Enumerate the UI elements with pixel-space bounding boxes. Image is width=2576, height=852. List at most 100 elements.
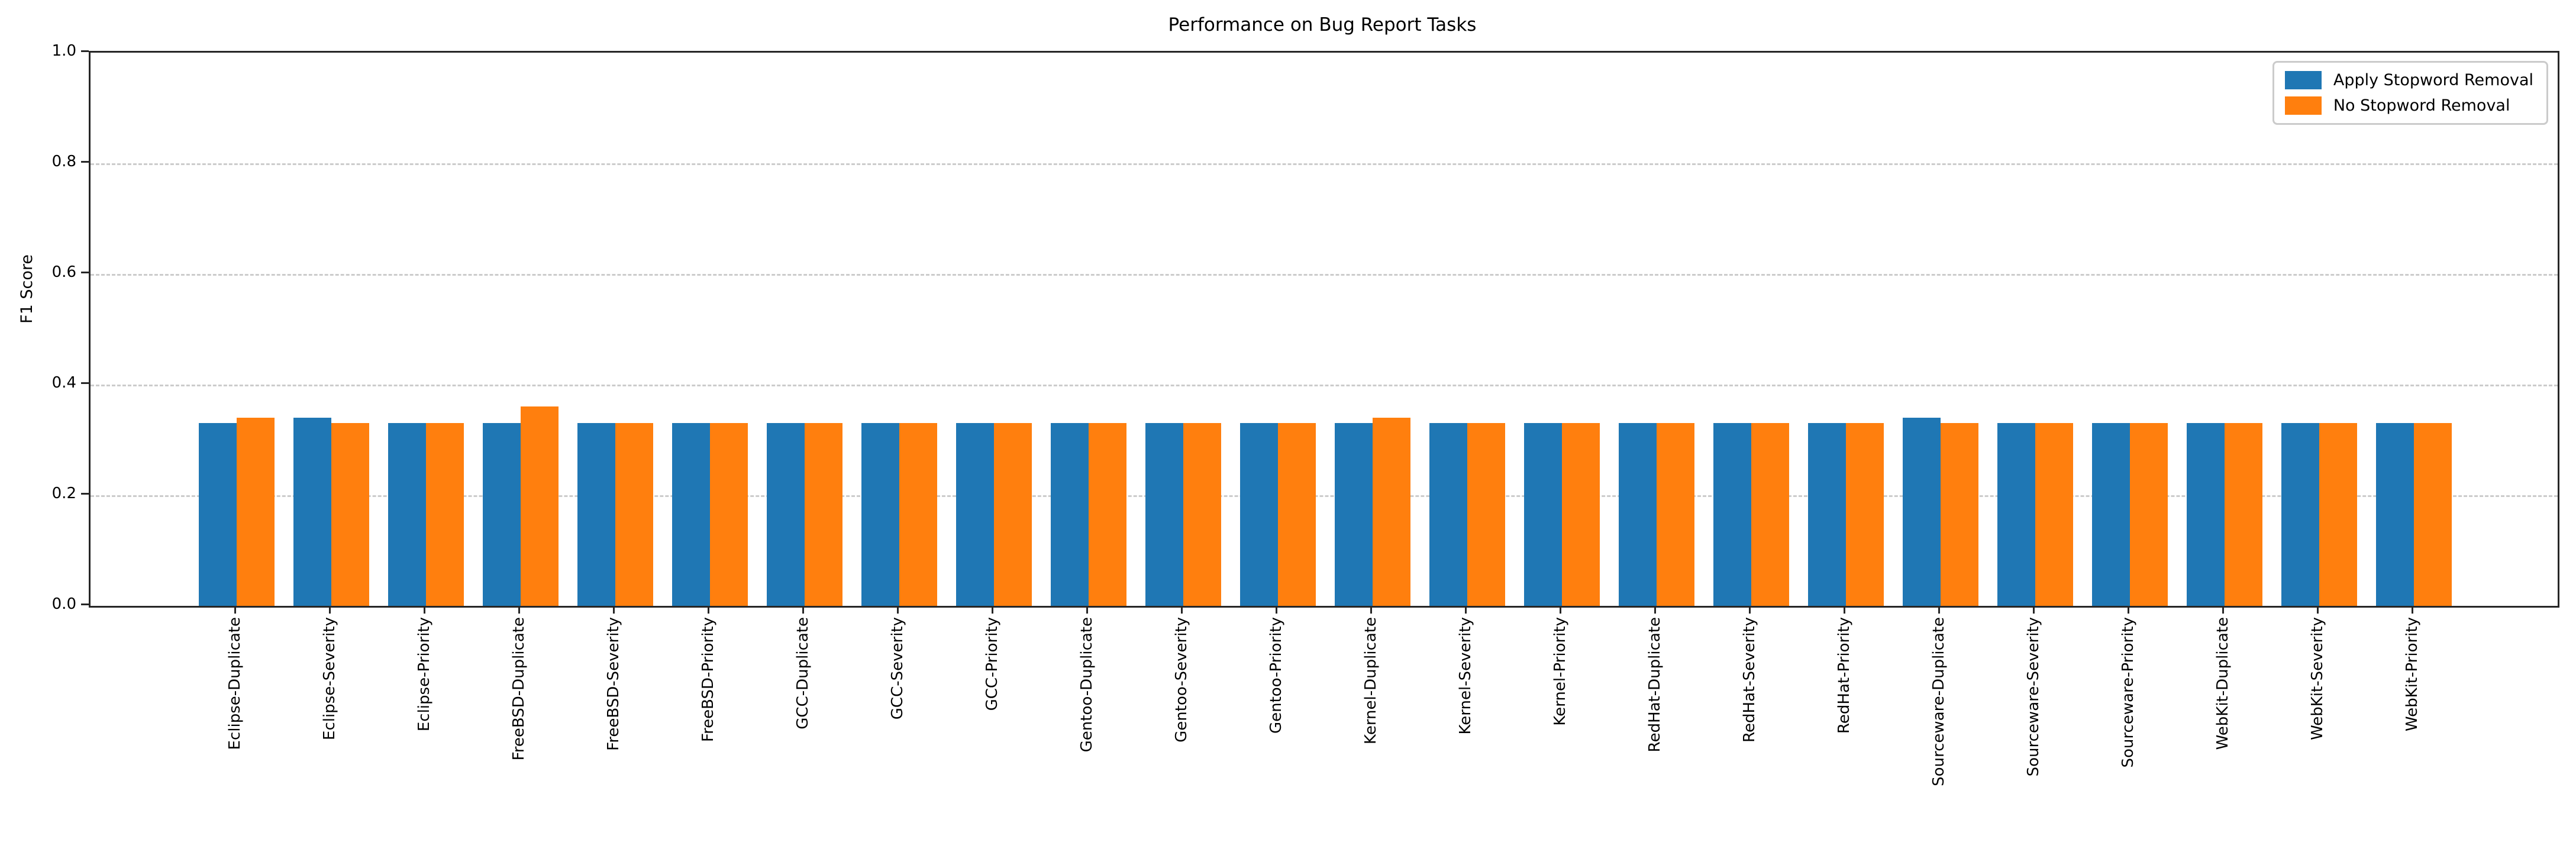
- x-tick-mark: [2412, 606, 2413, 614]
- bar: [426, 423, 464, 606]
- x-tick-label: GCC-Severity: [889, 617, 906, 720]
- x-tick-mark: [424, 606, 425, 614]
- bar: [805, 423, 842, 606]
- bar: [994, 423, 1032, 606]
- y-tick-label: 0.2: [51, 485, 76, 502]
- gridline: [91, 163, 2558, 165]
- x-tick-mark: [708, 606, 709, 614]
- x-tick-mark: [1844, 606, 1845, 614]
- bar: [1089, 423, 1126, 606]
- bar: [1335, 423, 1373, 606]
- bar: [861, 423, 899, 606]
- x-tick-mark: [1181, 606, 1183, 614]
- x-tick-mark: [897, 606, 899, 614]
- x-tick-label: RedHat-Priority: [1835, 617, 1853, 734]
- bar: [2281, 423, 2319, 606]
- bar: [1524, 423, 1562, 606]
- x-tick-mark: [1654, 606, 1656, 614]
- x-tick-label: Sourceware-Duplicate: [1930, 617, 1948, 786]
- x-tick-mark: [1938, 606, 1940, 614]
- y-tick-label: 1.0: [51, 42, 76, 60]
- bar: [1051, 423, 1089, 606]
- bar: [1240, 423, 1278, 606]
- bar: [1373, 418, 1410, 606]
- y-tick-label: 0.6: [51, 263, 76, 281]
- x-tick-label: Gentoo-Priority: [1267, 617, 1285, 734]
- bar: [1808, 423, 1846, 606]
- bar: [2130, 423, 2168, 606]
- bar: [956, 423, 994, 606]
- x-tick-label: Gentoo-Severity: [1173, 617, 1190, 743]
- bar: [2035, 423, 2073, 606]
- x-tick-label: WebKit-Priority: [2403, 617, 2421, 732]
- x-tick-mark: [329, 606, 331, 614]
- x-tick-mark: [613, 606, 615, 614]
- bar: [483, 423, 521, 606]
- bar: [293, 418, 331, 606]
- y-tick-mark: [81, 272, 89, 273]
- x-tick-mark: [2222, 606, 2224, 614]
- x-tick-label: WebKit-Severity: [2309, 617, 2326, 740]
- x-tick-mark: [518, 606, 520, 614]
- legend-label-no-stopword-removal: No Stopword Removal: [2333, 96, 2510, 115]
- x-tick-mark: [234, 606, 236, 614]
- bar: [2092, 423, 2130, 606]
- bar: [577, 423, 615, 606]
- bar: [1145, 423, 1183, 606]
- x-tick-mark: [1276, 606, 1277, 614]
- x-tick-label: Gentoo-Duplicate: [1078, 617, 1096, 753]
- x-tick-mark: [1465, 606, 1467, 614]
- bar: [2187, 423, 2225, 606]
- plot-area: Apply Stopword Removal No Stopword Remov…: [89, 51, 2559, 608]
- x-tick-label: FreeBSD-Priority: [699, 617, 717, 742]
- x-tick-mark: [992, 606, 993, 614]
- x-tick-mark: [1370, 606, 1372, 614]
- x-tick-label: Eclipse-Severity: [321, 617, 338, 740]
- gridline: [91, 495, 2558, 497]
- x-tick-mark: [1749, 606, 1751, 614]
- bar: [1278, 423, 1316, 606]
- x-tick-mark: [1086, 606, 1088, 614]
- y-tick-mark: [81, 382, 89, 384]
- legend: Apply Stopword Removal No Stopword Remov…: [2272, 61, 2548, 125]
- x-tick-label: Sourceware-Priority: [2119, 617, 2137, 768]
- bar: [388, 423, 426, 606]
- y-tick-mark: [81, 604, 89, 605]
- y-tick-mark: [81, 161, 89, 163]
- legend-item-no-stopword-removal: No Stopword Removal: [2284, 96, 2533, 115]
- bar: [2414, 423, 2452, 606]
- bar: [899, 423, 937, 606]
- bar: [2376, 423, 2414, 606]
- bar: [1657, 423, 1694, 606]
- bar: [1619, 423, 1657, 606]
- legend-label-apply-stopword-removal: Apply Stopword Removal: [2333, 71, 2533, 89]
- bar: [1941, 423, 1978, 606]
- bar: [2319, 423, 2357, 606]
- x-tick-mark: [1560, 606, 1561, 614]
- bar: [521, 406, 559, 606]
- x-tick-label: FreeBSD-Duplicate: [510, 617, 528, 761]
- x-tick-label: WebKit-Duplicate: [2214, 617, 2232, 750]
- y-tick-label: 0.0: [51, 595, 76, 613]
- x-tick-mark: [2128, 606, 2129, 614]
- bar: [1903, 418, 1941, 606]
- x-tick-label: RedHat-Duplicate: [1646, 617, 1664, 753]
- x-tick-label: Kernel-Priority: [1551, 617, 1569, 726]
- bar: [672, 423, 710, 606]
- bar: [615, 423, 653, 606]
- bar: [767, 423, 805, 606]
- bar: [1713, 423, 1751, 606]
- gridline: [91, 274, 2558, 276]
- bar: [1183, 423, 1221, 606]
- bar: [710, 423, 748, 606]
- bar: [1846, 423, 1884, 606]
- y-tick-label: 0.8: [51, 153, 76, 170]
- x-tick-label: GCC-Priority: [983, 617, 1001, 711]
- gridline: [91, 385, 2558, 386]
- x-tick-label: GCC-Duplicate: [794, 617, 812, 730]
- x-tick-mark: [2317, 606, 2319, 614]
- x-tick-label: Kernel-Severity: [1457, 617, 1474, 735]
- bar: [2225, 423, 2262, 606]
- bar: [199, 423, 237, 606]
